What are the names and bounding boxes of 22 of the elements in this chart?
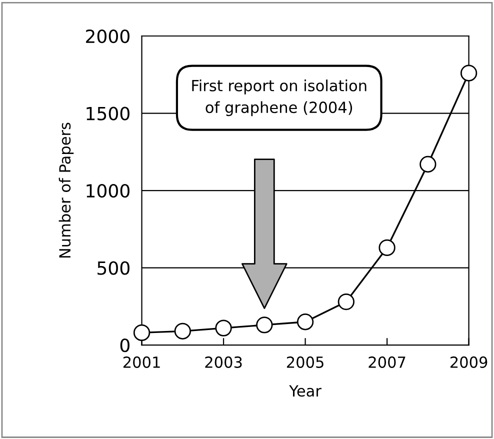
point (215, 320, 232, 336)
point (420, 156, 436, 173)
y-tick-label: 1500 (86, 106, 130, 120)
point (338, 293, 355, 310)
point (174, 322, 191, 340)
x-tick-label: 2003 (205, 356, 242, 368)
x-axis-title: Year (289, 385, 322, 397)
y-tick-label: 500 (98, 261, 130, 275)
y-tick-label: 1000 (86, 184, 130, 198)
y-tick-label: 0 (120, 338, 130, 352)
point (296, 314, 314, 330)
x-tick-label: 2001 (123, 356, 160, 368)
annotation: First report on isolation of graphene (2004) (192, 80, 366, 116)
point (378, 239, 396, 256)
y-axis-title: Number of Papers (58, 122, 74, 258)
y-tick-label: 2000 (86, 29, 130, 44)
point (460, 64, 478, 82)
x-tick-label: 2009 (450, 356, 488, 368)
point (133, 324, 150, 342)
point (256, 316, 273, 334)
x-tick-label: 2007 (368, 356, 406, 368)
x-tick-label: 2005 (286, 356, 324, 368)
